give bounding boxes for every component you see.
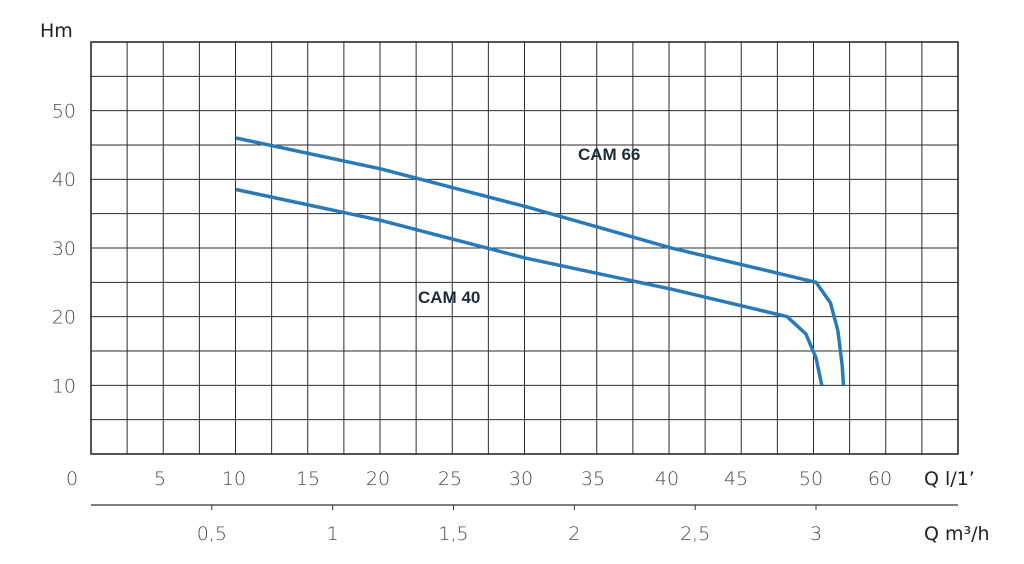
x-tick-label: 30	[509, 468, 533, 490]
x-tick-label: 25	[438, 468, 462, 490]
x2-tick-label: 1	[327, 523, 339, 545]
curves-layer	[235, 136, 846, 386]
x-tick-label: 10	[222, 468, 246, 490]
x-tick-label: 0	[66, 468, 78, 490]
y-axis-label: Hm	[40, 20, 73, 42]
y-tick-label: 50	[52, 101, 76, 123]
y-tick-label: 10	[52, 375, 76, 397]
x-tick-label: 5	[154, 468, 166, 490]
x-tick-label: 45	[724, 468, 748, 490]
secondary-axis-ticks	[211, 505, 817, 510]
x-tick-label: 35	[581, 468, 605, 490]
x-tick-label: 15	[296, 468, 320, 490]
chart-grid	[90, 41, 959, 455]
x2-tick-label: 2	[568, 523, 580, 545]
curve-label-cam-40: CAM 40	[418, 288, 480, 307]
x2-tick-label: 2,5	[680, 523, 710, 545]
y-tick-label: 20	[52, 307, 76, 329]
x-tick-labels-secondary: 0,5 1 1,5 2 2,5 3	[197, 505, 822, 545]
y-tick-label: 40	[52, 169, 76, 191]
x-tick-label: 60	[868, 468, 892, 490]
x2-tick-label: 0,5	[197, 523, 227, 545]
x-axis-label-secondary: Q m³/h	[924, 523, 990, 545]
y-tick-labels: 10 20 30 40 50	[52, 101, 76, 398]
x2-tick-label: 1,5	[438, 523, 468, 545]
x2-tick-label: 3	[810, 523, 822, 545]
x-tick-label: 50	[799, 468, 823, 490]
series-line-cam-66	[235, 136, 846, 386]
x-tick-labels-primary: 0 5 10 15 20 25 30 35 40 45 50 60	[66, 468, 892, 490]
x-tick-label: 20	[366, 468, 390, 490]
x-tick-label: 40	[655, 468, 679, 490]
y-tick-label: 30	[52, 238, 76, 260]
series-line-cam-40	[235, 187, 824, 386]
x-axis-label-primary: Q l/1’	[924, 468, 975, 490]
curve-label-cam-66: CAM 66	[578, 145, 640, 164]
